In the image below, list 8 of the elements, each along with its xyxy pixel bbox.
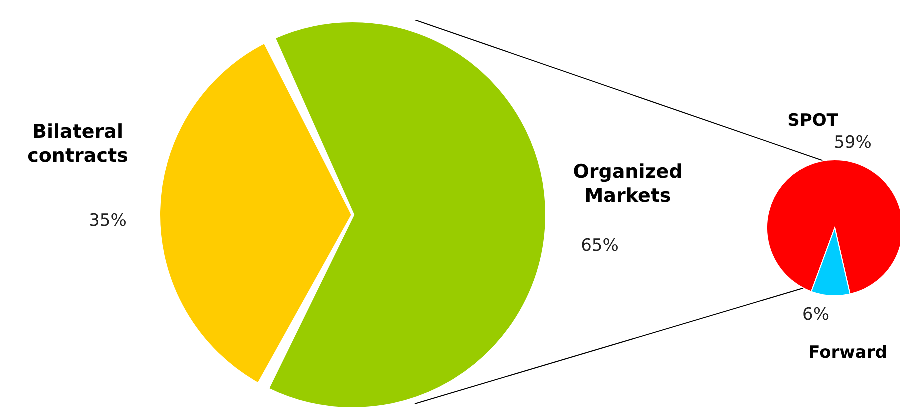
data-label: 59%: [834, 133, 872, 153]
slice-label: Forward: [808, 343, 888, 363]
slice-label: Organized Markets: [573, 161, 683, 207]
data-label: 6%: [802, 305, 830, 325]
data-label: 65%: [581, 236, 619, 256]
slice-label: Bilateral contracts: [28, 121, 128, 167]
slice-label: SPOT: [788, 111, 839, 131]
data-label: 35%: [89, 211, 127, 231]
